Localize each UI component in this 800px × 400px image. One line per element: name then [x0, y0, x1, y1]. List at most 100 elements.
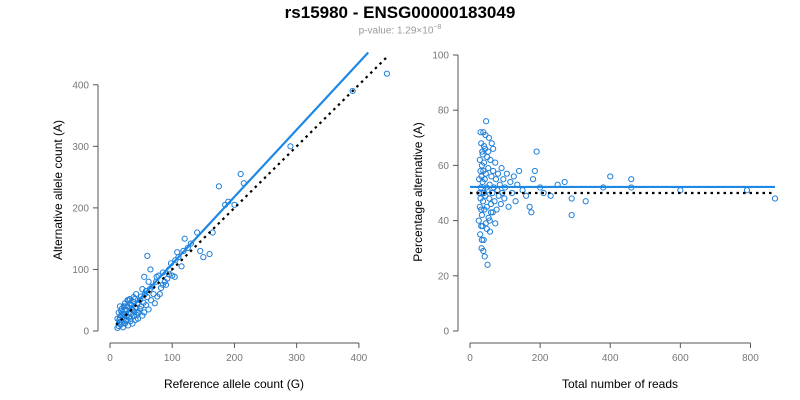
left-data-point — [175, 254, 182, 261]
right-x-tick-label: 0 — [467, 353, 473, 364]
right-data-point — [481, 253, 488, 260]
left-data-point — [145, 306, 152, 313]
left-data-point — [171, 273, 178, 280]
right-data-point — [498, 165, 505, 172]
right-data-point — [515, 167, 523, 175]
right-data-point — [493, 206, 500, 213]
right-y-tick-label: 100 — [432, 51, 449, 62]
right-data-point — [477, 231, 484, 238]
right-data-point — [512, 198, 519, 205]
right-data-point — [628, 176, 635, 183]
right-data-point — [568, 211, 575, 219]
right-data-point — [487, 156, 494, 163]
left-data-point — [118, 305, 125, 312]
left-data-point — [181, 235, 188, 242]
left-data-point — [287, 143, 294, 150]
right-data-point — [561, 178, 568, 186]
left-y-axis-label: Alternative allele count (A) — [51, 120, 65, 260]
right-data-point — [492, 159, 499, 166]
left-data-point — [349, 87, 356, 95]
left-data-point — [200, 254, 207, 261]
right-data-point — [477, 167, 484, 175]
left-y-tick-label: 400 — [72, 80, 89, 91]
left-data-point — [157, 284, 165, 292]
left-data-point — [144, 252, 151, 260]
left-data-point — [184, 244, 191, 251]
left-data-point — [126, 314, 133, 321]
right-x-tick-label: 200 — [532, 353, 549, 364]
right-data-point — [492, 176, 500, 183]
left-data-point — [194, 229, 201, 236]
right-data-point — [478, 211, 486, 219]
left-data-point — [127, 315, 134, 322]
left-data-point — [141, 309, 148, 316]
right-y-tick-label: 0 — [443, 327, 449, 338]
right-y-tick-label: 60 — [438, 161, 450, 172]
right-data-point — [485, 148, 492, 155]
right-data-point — [507, 178, 514, 186]
left-data-point — [187, 240, 194, 247]
left-data-point — [197, 247, 204, 255]
right-data-point — [486, 195, 493, 202]
left-y-tick-label: 300 — [72, 142, 89, 153]
right-data-point — [485, 165, 492, 172]
right-data-point — [505, 203, 512, 210]
right-data-point — [481, 176, 488, 183]
left-data-point — [172, 257, 179, 264]
left-x-tick-label: 0 — [107, 353, 113, 364]
right-x-tick-label: 800 — [742, 353, 759, 364]
right-data-point — [547, 192, 554, 199]
left-data-point — [151, 300, 158, 307]
right-x-axis-label: Total number of reads — [562, 377, 678, 391]
right-data-point — [530, 176, 537, 183]
left-data-point — [133, 290, 140, 298]
right-data-point — [490, 145, 497, 152]
left-y-tick-label: 200 — [72, 203, 89, 214]
left-data-point — [174, 249, 181, 256]
percentage-alternative-scatter-plot: Total number of reads Percentage alterna… — [411, 51, 779, 391]
right-y-tick-label: 40 — [438, 216, 450, 227]
left-data-point — [180, 247, 187, 255]
left-x-axis-label: Reference allele count (G) — [164, 377, 304, 391]
left-data-point — [150, 290, 157, 298]
chart-subtitle: p-value: 1.29×10−8 — [0, 24, 800, 36]
right-data-point — [487, 209, 495, 216]
left-data-point — [147, 297, 155, 304]
right-data-point — [477, 129, 484, 136]
left-x-tick-label: 400 — [351, 353, 368, 364]
right-data-point — [485, 214, 492, 221]
chart-title: rs15980 - ENSG00000183049 — [284, 3, 516, 22]
right-data-point — [486, 217, 493, 224]
left-data-point — [162, 281, 170, 288]
right-data-point — [476, 156, 483, 163]
left-x-tick-label: 200 — [226, 353, 243, 364]
right-data-point — [485, 134, 493, 141]
left-reference-line — [115, 56, 388, 326]
right-data-point — [494, 170, 502, 177]
right-data-point — [478, 236, 486, 244]
right-data-point — [475, 217, 482, 224]
left-data-point — [145, 278, 152, 285]
right-data-point — [503, 170, 510, 177]
right-data-point — [478, 223, 485, 230]
right-data-point — [479, 198, 487, 205]
right-data-point — [501, 195, 508, 202]
left-data-point — [206, 250, 213, 258]
right-data-point — [522, 192, 530, 199]
left-x-tick-label: 300 — [288, 353, 305, 364]
left-y-tick-label: 0 — [83, 327, 89, 338]
right-data-point — [482, 170, 489, 177]
right-data-point — [533, 148, 540, 155]
left-fit-line — [115, 51, 370, 326]
left-data-point — [237, 170, 244, 178]
left-data-point — [383, 70, 390, 77]
right-data-point — [497, 200, 504, 208]
subtitle-exponent: −8 — [433, 24, 442, 31]
left-y-tick-label: 100 — [72, 265, 89, 276]
left-data-point — [178, 263, 185, 270]
right-data-point — [510, 173, 517, 180]
right-data-point — [488, 140, 495, 147]
right-data-point — [480, 236, 487, 244]
right-data-point — [480, 142, 488, 150]
